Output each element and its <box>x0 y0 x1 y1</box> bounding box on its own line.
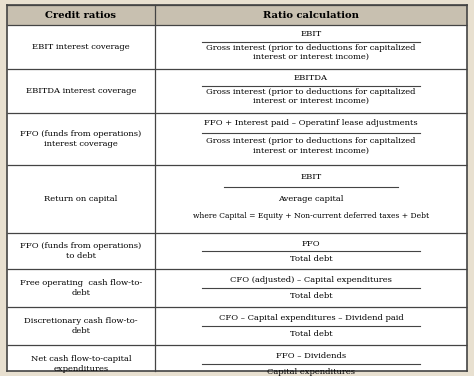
Text: Capital expenditures: Capital expenditures <box>267 368 355 376</box>
Bar <box>7 5 467 25</box>
Text: EBITDA: EBITDA <box>294 74 328 82</box>
Text: Credit ratios: Credit ratios <box>46 11 117 20</box>
Text: CFO (adjusted) – Capital expenditures: CFO (adjusted) – Capital expenditures <box>230 276 392 284</box>
Text: Average capital: Average capital <box>278 195 344 203</box>
Text: FFO: FFO <box>301 240 320 248</box>
Text: Discretionary cash flow-to-
debt: Discretionary cash flow-to- debt <box>24 317 138 335</box>
Text: Total debt: Total debt <box>290 255 332 263</box>
Text: FFO (funds from operations)
interest coverage: FFO (funds from operations) interest cov… <box>20 130 142 148</box>
Text: EBITDA interest coverage: EBITDA interest coverage <box>26 87 136 95</box>
Text: where Capital = Equity + Non-current deferred taxes + Debt: where Capital = Equity + Non-current def… <box>193 212 429 220</box>
Text: EBIT: EBIT <box>301 173 322 180</box>
Text: Total debt: Total debt <box>290 331 332 338</box>
Text: CFO – Capital expenditures – Dividend paid: CFO – Capital expenditures – Dividend pa… <box>219 314 403 322</box>
Text: Gross interest (prior to deductions for capitalized
interest or interest income): Gross interest (prior to deductions for … <box>206 44 416 61</box>
Text: Gross interest (prior to deductions for capitalized
interest or interest income): Gross interest (prior to deductions for … <box>206 88 416 105</box>
Text: Free operating  cash flow-to-
debt: Free operating cash flow-to- debt <box>20 279 142 297</box>
Text: FFO (funds from operations)
to debt: FFO (funds from operations) to debt <box>20 242 142 260</box>
Text: Ratio calculation: Ratio calculation <box>263 11 359 20</box>
Text: EBIT interest coverage: EBIT interest coverage <box>32 43 130 51</box>
Text: Total debt: Total debt <box>290 293 332 300</box>
Text: EBIT: EBIT <box>301 30 322 38</box>
Text: Net cash flow-to-capital
expenditures: Net cash flow-to-capital expenditures <box>31 355 131 373</box>
Text: Return on capital: Return on capital <box>44 195 118 203</box>
Text: Gross interest (prior to deductions for capitalized
interest or interest income): Gross interest (prior to deductions for … <box>206 137 416 155</box>
Text: FFO + Interest paid – Operatinf lease adjustments: FFO + Interest paid – Operatinf lease ad… <box>204 120 418 127</box>
Text: FFO – Dividends: FFO – Dividends <box>276 352 346 361</box>
